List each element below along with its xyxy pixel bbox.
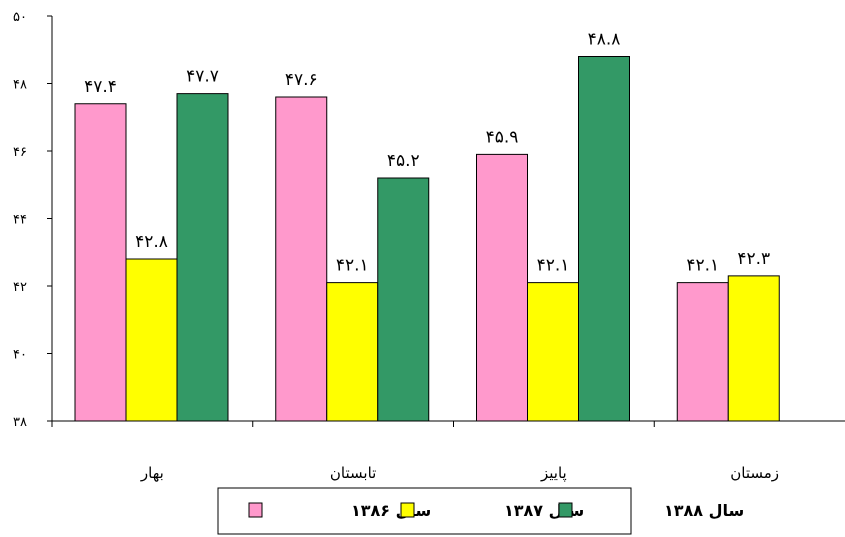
bar-s0-c3 bbox=[676, 282, 729, 422]
bar-s1-c0 bbox=[125, 258, 178, 422]
axes-layer: ۳۸ ۴۰ ۴۲ ۴۴ ۴۶ ۴۸ ۵۰ بهار تابستان پاییز زمستان bbox=[13, 10, 845, 483]
bar-s1-c3 bbox=[727, 275, 780, 422]
legend-swatch-s1 bbox=[400, 502, 415, 518]
data-label-s1-c0: ۴۲.۸ bbox=[135, 232, 168, 252]
x-category-label: بهار bbox=[140, 464, 164, 482]
y-tick-label: ۴۸ bbox=[13, 78, 27, 93]
legend-label-s2: سال ۱۳۸۸ bbox=[664, 501, 744, 520]
data-label-s0-c2: ۴۵.۹ bbox=[486, 127, 519, 147]
data-label-s1-c2: ۴۲.۱ bbox=[537, 256, 570, 276]
data-label-s2-c0: ۴۷.۷ bbox=[186, 67, 219, 87]
y-tick-label: ۴۰ bbox=[13, 348, 27, 363]
data-label-s1-c3: ۴۲.۳ bbox=[737, 249, 770, 269]
bar-s2-c0 bbox=[176, 93, 229, 422]
bar-s1-c2 bbox=[527, 282, 579, 422]
data-label-s2-c2: ۴۸.۸ bbox=[588, 30, 621, 50]
bar-s0-c0 bbox=[74, 103, 127, 422]
data-label-s2-c1: ۴۵.۲ bbox=[387, 151, 420, 171]
bar-s2-c1 bbox=[377, 177, 430, 422]
x-category-label: پاییز bbox=[540, 464, 567, 483]
x-category-label: زمستان bbox=[730, 464, 779, 482]
bar-s2-c2 bbox=[578, 56, 630, 422]
legend-label-s0: سال ۱۳۸۶ bbox=[351, 501, 431, 520]
bar-s0-c2 bbox=[476, 153, 528, 422]
legend-swatch-s0 bbox=[248, 502, 263, 518]
y-tick-label: ۳۸ bbox=[13, 415, 27, 430]
bar-s1-c1 bbox=[326, 282, 379, 422]
y-tick-label: ۴۴ bbox=[13, 213, 27, 228]
data-label-s0-c1: ۴۷.۶ bbox=[285, 70, 318, 90]
data-labels-layer: ۴۷.۴ ۴۷.۶ ۴۵.۹ ۴۲.۱ ۴۲.۸ ۴۲.۱ ۴۲.۱ ۴۲.۳ ۴۷.۷ ۴۵.۲… bbox=[84, 30, 770, 276]
y-tick-label: ۵۰ bbox=[13, 10, 27, 25]
data-label-s1-c1: ۴۲.۱ bbox=[336, 256, 369, 276]
bar-s0-c1 bbox=[275, 96, 328, 422]
data-label-s0-c3: ۴۲.۱ bbox=[686, 256, 719, 276]
y-tick-label: ۴۶ bbox=[13, 145, 27, 160]
legend-swatch-s2 bbox=[558, 502, 573, 518]
bars-layer bbox=[74, 56, 780, 422]
y-tick-label: ۴۲ bbox=[13, 280, 27, 295]
data-label-s0-c0: ۴۷.۴ bbox=[84, 77, 117, 97]
x-category-label: تابستان bbox=[330, 464, 376, 482]
